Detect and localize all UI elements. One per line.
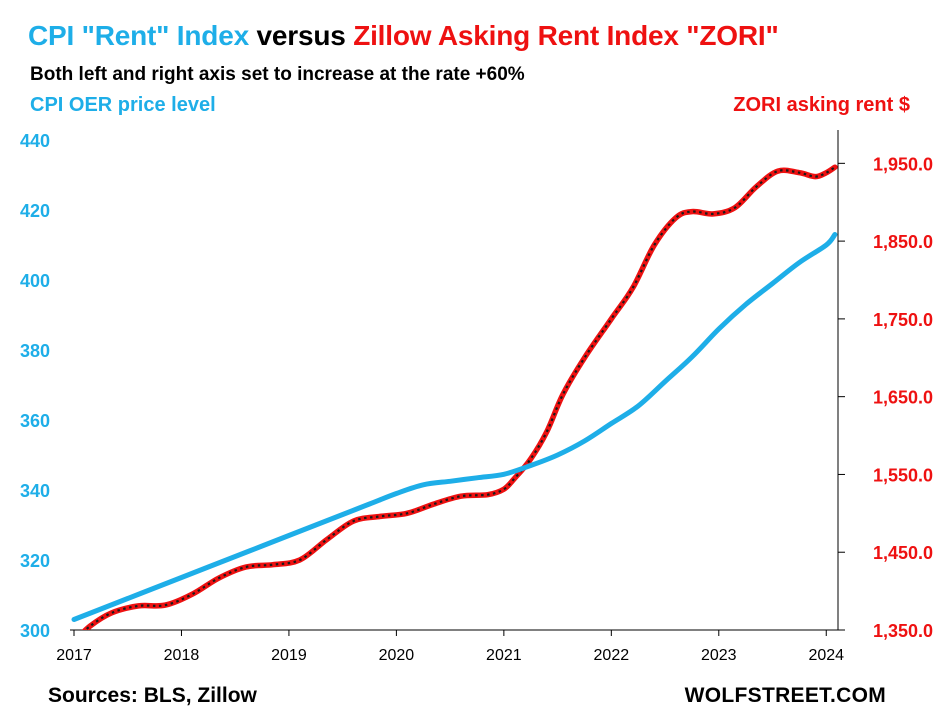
right-axis-label: ZORI asking rent $	[733, 94, 910, 116]
x-tick-label: 2022	[594, 647, 630, 664]
series-layer	[71, 164, 838, 630]
right-tick-label: 1,350.0	[873, 621, 933, 641]
left-axis-label: CPI OER price level	[30, 94, 216, 116]
brand-watermark: WOLFSTREET.COM	[684, 684, 886, 707]
zori-series-line	[81, 164, 838, 630]
right-tick-label: 1,550.0	[873, 465, 933, 485]
left-tick-label: 380	[20, 341, 50, 361]
cpi-series-line	[71, 232, 838, 622]
right-tick-label: 1,850.0	[873, 232, 933, 252]
title-zori-part: Zillow Asking Rent Index "ZORI"	[353, 20, 779, 51]
chart-title: CPI "Rent" Index versus Zillow Asking Re…	[28, 20, 779, 52]
x-tick-label: 2021	[486, 647, 522, 664]
title-cpi-part: CPI "Rent" Index	[28, 20, 257, 51]
x-tick-label: 2018	[164, 647, 200, 664]
zori-series-dots	[83, 166, 836, 630]
x-tick-label: 2017	[56, 647, 92, 664]
left-tick-label: 420	[20, 201, 50, 221]
x-tick-label: 2020	[379, 647, 415, 664]
left-tick-label: 360	[20, 411, 50, 431]
left-tick-label: 340	[20, 481, 50, 501]
chart-subtitle: Both left and right axis set to increase…	[30, 64, 525, 85]
x-tick-label: 2024	[808, 647, 844, 664]
right-axis-ticks: 1,350.0 1,450.0 1,550.0 1,650.0 1,750.0 1,850…	[837, 130, 933, 641]
right-tick-label: 1,450.0	[873, 543, 933, 563]
x-tick-label: 2023	[701, 647, 737, 664]
left-tick-label: 300	[20, 621, 50, 641]
x-axis-ticks: 2017 2018 2019 2020 2021 2022 2023 2024	[56, 630, 844, 664]
left-tick-label: 400	[20, 271, 50, 291]
sources-note: Sources: BLS, Zillow	[48, 684, 257, 707]
right-tick-label: 1,950.0	[873, 154, 933, 174]
right-tick-label: 1,650.0	[873, 388, 933, 408]
right-tick-label: 1,750.0	[873, 310, 933, 330]
left-axis-ticks: 300 320 340 360 380 400 420 440	[20, 131, 50, 641]
left-tick-label: 440	[20, 131, 50, 151]
left-tick-label: 320	[20, 551, 50, 571]
title-versus-part: versus	[256, 20, 354, 51]
x-tick-label: 2019	[271, 647, 307, 664]
